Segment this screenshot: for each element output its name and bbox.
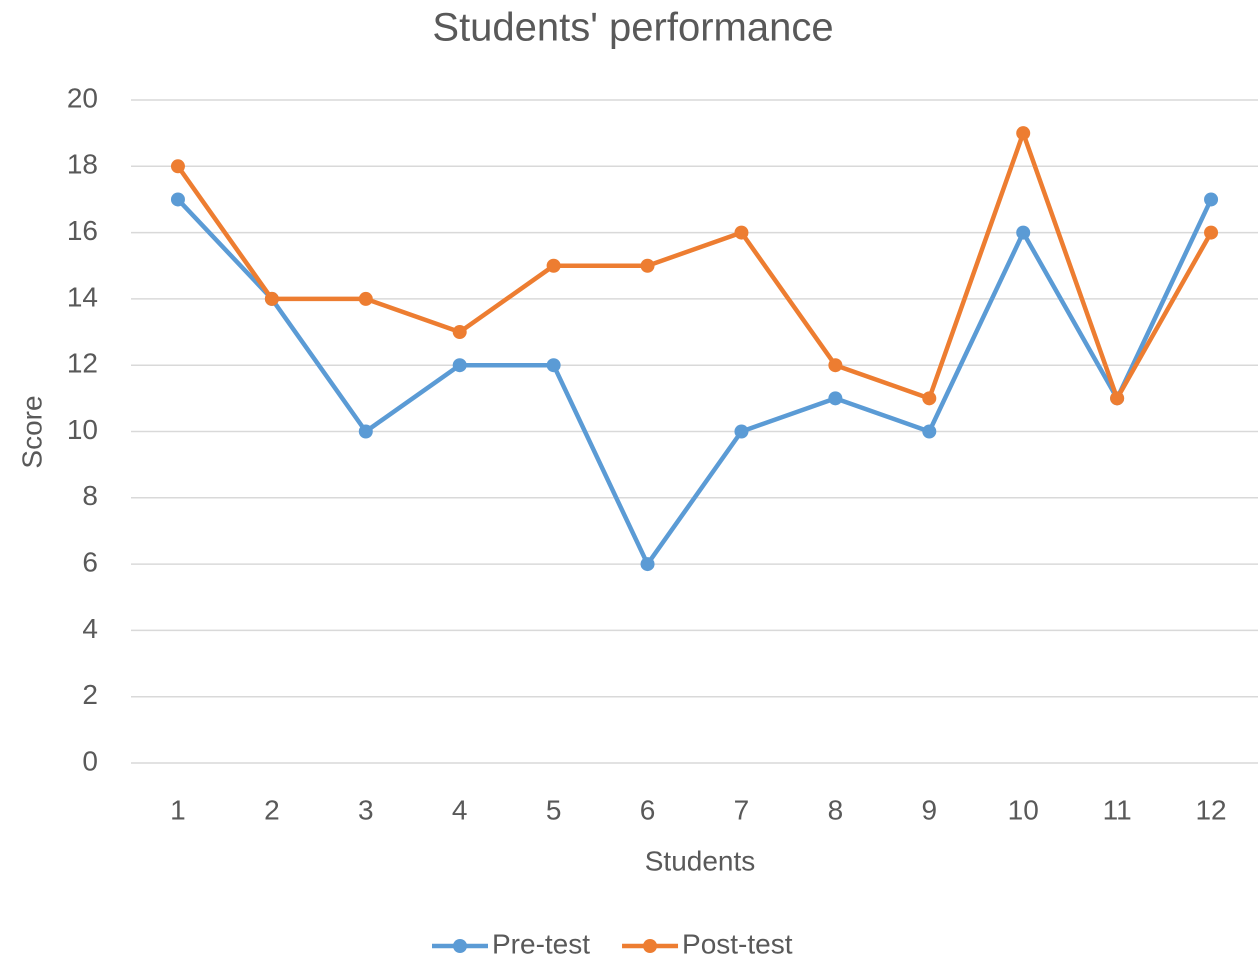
y-tick-label: 16	[67, 215, 98, 246]
point	[358, 424, 373, 439]
point	[734, 424, 749, 439]
x-tick-label: 4	[452, 794, 468, 825]
y-tick-label: 14	[67, 281, 98, 312]
y-tick-label: 20	[67, 82, 98, 113]
x-tick-label: 7	[734, 794, 750, 825]
x-tick-label: 12	[1195, 794, 1226, 825]
point	[922, 391, 937, 406]
point	[1016, 126, 1031, 141]
point	[1110, 391, 1125, 406]
point	[640, 557, 655, 572]
x-tick-label: 2	[264, 794, 280, 825]
y-axis-label: Score	[16, 395, 47, 468]
point	[264, 291, 279, 306]
point	[640, 258, 655, 273]
point	[734, 225, 749, 240]
series-line	[176, 130, 1213, 401]
point	[546, 258, 561, 273]
point	[546, 358, 561, 373]
y-tick-label: 18	[67, 149, 98, 180]
point	[1204, 225, 1219, 240]
x-tick-label: 9	[922, 794, 938, 825]
point	[170, 159, 185, 174]
x-axis-label: Students	[645, 845, 756, 876]
y-tick-label: 10	[67, 414, 98, 445]
point	[358, 291, 373, 306]
x-tick-label: 5	[546, 794, 562, 825]
legend-marker	[453, 939, 467, 953]
y-tick-label: 4	[82, 613, 98, 644]
x-tick-label: 10	[1008, 794, 1039, 825]
x-tick-label: 8	[828, 794, 844, 825]
point	[922, 424, 937, 439]
x-tick-label: 6	[640, 794, 656, 825]
legend-label: Post-test	[682, 928, 793, 959]
x-tick-label: 11	[1103, 794, 1132, 825]
legend-marker	[643, 939, 658, 953]
y-tick-label: 12	[67, 348, 98, 379]
point	[1016, 225, 1031, 240]
series-line	[176, 197, 1214, 567]
point	[170, 192, 185, 207]
y-tick-label: 0	[82, 745, 98, 776]
point	[1204, 192, 1219, 207]
point	[828, 391, 843, 406]
y-tick-label: 6	[82, 546, 98, 577]
point	[828, 358, 843, 373]
y-tick-label: 2	[82, 679, 98, 710]
legend-label: Pre-test	[492, 928, 590, 959]
y-tick-label: 8	[82, 480, 98, 511]
point	[452, 358, 467, 373]
x-tick-label: 1	[170, 794, 186, 825]
x-tick-label: 3	[358, 794, 374, 825]
point	[452, 325, 467, 340]
chart-title: Students' performance	[432, 6, 833, 50]
